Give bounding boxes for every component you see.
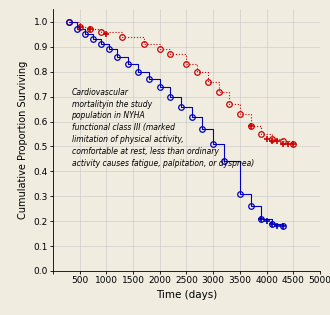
Y-axis label: Cumulative Proportion Surviving: Cumulative Proportion Surviving [18, 61, 28, 219]
X-axis label: Time (days): Time (days) [156, 290, 217, 300]
Text: Cardiovascular
mortalityin the study
population in NYHA
functional class III (ma: Cardiovascular mortalityin the study pop… [72, 88, 254, 168]
